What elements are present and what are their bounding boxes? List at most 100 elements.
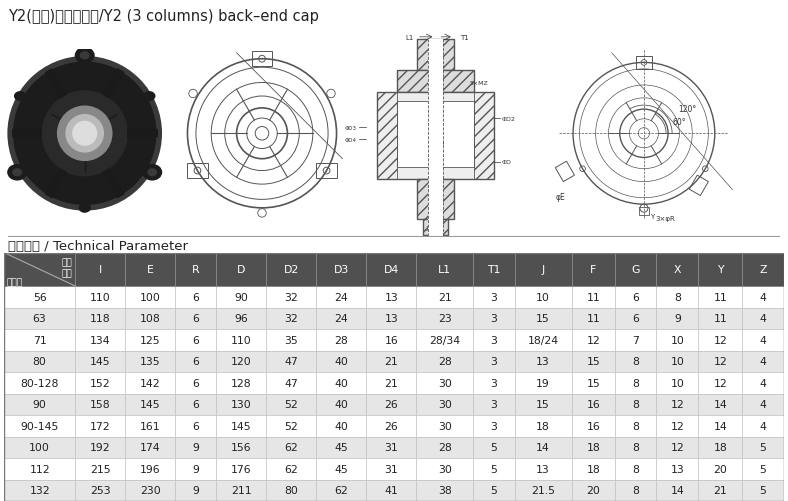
- Text: 45: 45: [334, 442, 348, 452]
- Text: 120°: 120°: [678, 105, 696, 114]
- Text: J: J: [438, 81, 440, 87]
- Bar: [316, 415, 366, 437]
- Text: 125: 125: [140, 335, 161, 345]
- Bar: [316, 351, 366, 372]
- Text: 4: 4: [760, 292, 767, 302]
- Bar: [4, 394, 76, 415]
- Bar: [698, 479, 742, 501]
- Bar: [698, 437, 742, 458]
- Text: G: G: [438, 140, 444, 146]
- Bar: [515, 308, 571, 329]
- Bar: [397, 102, 474, 168]
- Text: 8: 8: [632, 378, 639, 388]
- Text: 135: 135: [140, 357, 161, 367]
- Text: Y2(三柱)系列后端盖/Y2 (3 columns) back–end cap: Y2(三柱)系列后端盖/Y2 (3 columns) back–end cap: [8, 9, 319, 24]
- Text: 8: 8: [632, 442, 639, 452]
- Text: 30: 30: [438, 421, 452, 431]
- Ellipse shape: [8, 165, 27, 180]
- Bar: [4, 437, 76, 458]
- Text: 5: 5: [490, 442, 497, 452]
- Text: 4: 4: [760, 399, 767, 409]
- Bar: [571, 351, 615, 372]
- Bar: [571, 394, 615, 415]
- Bar: [316, 253, 366, 287]
- Text: D: D: [237, 265, 246, 275]
- Bar: [266, 479, 316, 501]
- Text: F: F: [590, 265, 597, 275]
- Text: 21: 21: [385, 357, 398, 367]
- Bar: [217, 329, 266, 351]
- Circle shape: [72, 122, 97, 146]
- Text: 118: 118: [90, 314, 110, 324]
- Text: ΦD4: ΦD4: [345, 137, 357, 142]
- Text: 6: 6: [192, 335, 199, 345]
- Text: 3: 3: [490, 292, 497, 302]
- Bar: [316, 308, 366, 329]
- Text: T1: T1: [487, 265, 500, 275]
- Bar: [175, 458, 217, 479]
- Bar: [76, 308, 125, 329]
- Bar: [615, 287, 656, 308]
- Text: 3: 3: [490, 357, 497, 367]
- Text: 24: 24: [334, 292, 348, 302]
- Text: 23: 23: [438, 314, 452, 324]
- Bar: [377, 93, 494, 180]
- Bar: [428, 40, 443, 240]
- Bar: [474, 479, 515, 501]
- Bar: [366, 479, 416, 501]
- Text: 20: 20: [713, 464, 727, 474]
- Bar: [474, 253, 515, 287]
- Text: 4: 4: [760, 314, 767, 324]
- Text: 80: 80: [32, 357, 46, 367]
- Bar: [474, 415, 515, 437]
- Text: 26: 26: [385, 399, 398, 409]
- Bar: [656, 253, 698, 287]
- Bar: [4, 458, 76, 479]
- Text: 100: 100: [139, 292, 161, 302]
- Bar: [316, 329, 366, 351]
- Bar: [316, 458, 366, 479]
- Bar: [125, 287, 175, 308]
- Text: J: J: [541, 265, 545, 275]
- Bar: [217, 437, 266, 458]
- Text: 30: 30: [438, 399, 452, 409]
- Bar: [76, 287, 125, 308]
- Bar: [698, 253, 742, 287]
- Text: 112: 112: [29, 464, 50, 474]
- Ellipse shape: [15, 93, 26, 101]
- Text: 28/34: 28/34: [429, 335, 460, 345]
- Bar: [76, 394, 125, 415]
- Text: 40: 40: [334, 421, 348, 431]
- Bar: [474, 372, 515, 394]
- Bar: [416, 253, 474, 287]
- Bar: [316, 479, 366, 501]
- Bar: [515, 479, 571, 501]
- Bar: [571, 329, 615, 351]
- Text: 145: 145: [231, 421, 251, 431]
- Bar: [175, 372, 217, 394]
- Text: 4: 4: [760, 357, 767, 367]
- Bar: [417, 40, 454, 71]
- Bar: [515, 437, 571, 458]
- Bar: [571, 415, 615, 437]
- Bar: [366, 415, 416, 437]
- Bar: [217, 394, 266, 415]
- Text: 71: 71: [33, 335, 46, 345]
- Text: 156: 156: [231, 442, 251, 452]
- Text: 128: 128: [231, 378, 251, 388]
- Text: 24: 24: [334, 314, 348, 324]
- Text: Y: Y: [717, 265, 723, 275]
- Text: 21: 21: [385, 378, 398, 388]
- Text: 63: 63: [33, 314, 46, 324]
- Text: 174: 174: [140, 442, 161, 452]
- Bar: [515, 253, 571, 287]
- Bar: [615, 351, 656, 372]
- Text: 尺寸: 尺寸: [61, 269, 72, 278]
- Bar: [266, 458, 316, 479]
- Text: R: R: [192, 265, 199, 275]
- Bar: [4, 372, 76, 394]
- Bar: [317, 164, 336, 179]
- Bar: [252, 52, 272, 67]
- Bar: [217, 287, 266, 308]
- Bar: [175, 287, 217, 308]
